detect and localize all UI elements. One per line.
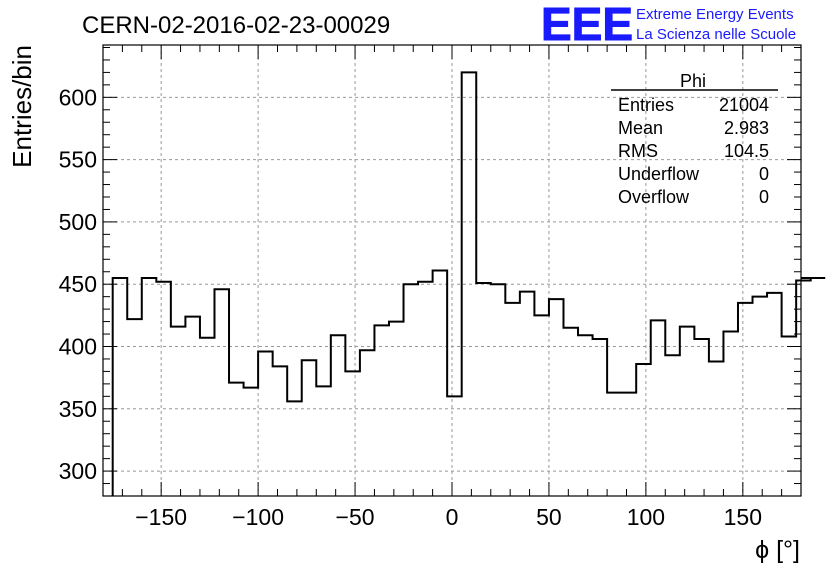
x-tick-label: 50 bbox=[536, 504, 562, 530]
run-title: CERN-02-2016-02-23-00029 bbox=[82, 12, 390, 39]
y-tick-label: 550 bbox=[59, 147, 97, 173]
stats-label: RMS bbox=[618, 141, 658, 161]
y-tick-label: 600 bbox=[59, 84, 97, 110]
y-tick-label: 300 bbox=[59, 458, 97, 484]
stats-title: Phi bbox=[680, 71, 706, 91]
logo-eee-text: EEE bbox=[541, 0, 633, 50]
x-tick-labels: −150 −100 −50 0 50 100 150 bbox=[135, 504, 762, 530]
y-tick-labels: 300 350 400 450 500 550 600 bbox=[59, 84, 97, 484]
x-axis-label: ϕ [°] bbox=[755, 536, 800, 564]
y-tick-label: 450 bbox=[59, 271, 97, 297]
stats-box: Phi Entries 21004 Mean 2.983 RMS 104.5 Underfl… bbox=[611, 71, 778, 207]
stats-value: 0 bbox=[759, 187, 769, 207]
stats-value: 104.5 bbox=[724, 141, 769, 161]
stats-label: Mean bbox=[618, 118, 663, 138]
logo-line1: Extreme Energy Events bbox=[636, 6, 794, 23]
x-tick-label: −100 bbox=[232, 504, 284, 530]
axis-ticks bbox=[102, 45, 802, 496]
logo-line2: La Scienza nelle Scuole bbox=[636, 26, 796, 43]
x-tick-label: 100 bbox=[627, 504, 665, 530]
x-tick-label: 0 bbox=[446, 504, 459, 530]
y-tick-label: 400 bbox=[59, 333, 97, 359]
y-tick-label: 500 bbox=[59, 209, 97, 235]
stats-rows: Entries 21004 Mean 2.983 RMS 104.5 Underflow 0 O… bbox=[618, 95, 769, 207]
stats-value: 21004 bbox=[719, 95, 769, 115]
stats-label: Entries bbox=[618, 95, 674, 115]
stats-value: 0 bbox=[759, 164, 769, 184]
x-tick-label: −150 bbox=[135, 504, 187, 530]
y-tick-label: 350 bbox=[59, 396, 97, 422]
grid-lines bbox=[103, 45, 801, 496]
stats-label: Underflow bbox=[618, 164, 700, 184]
histogram-series bbox=[111, 71, 826, 496]
x-tick-label: −50 bbox=[336, 504, 375, 530]
y-axis-label: Entries/bin bbox=[7, 45, 37, 168]
stats-label: Overflow bbox=[618, 187, 690, 207]
x-tick-label: 150 bbox=[724, 504, 762, 530]
eee-logo: EEE Extreme Energy Events La Scienza nel… bbox=[541, 0, 797, 51]
stats-value: 2.983 bbox=[724, 118, 769, 138]
